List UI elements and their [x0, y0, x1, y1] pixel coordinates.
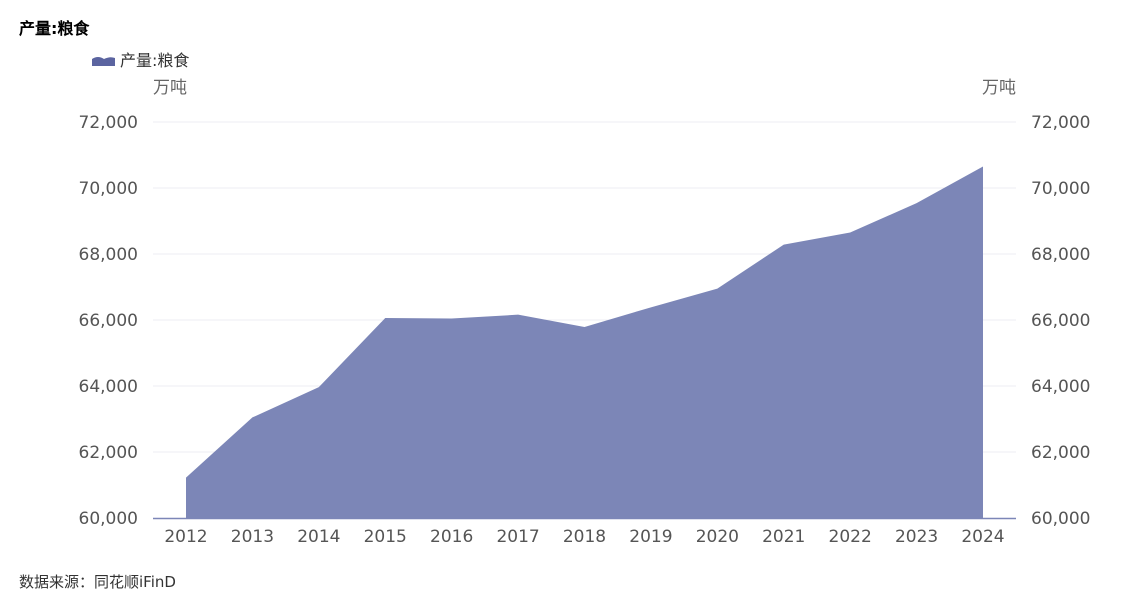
chart-title: 产量:粮食	[19, 19, 90, 38]
y-tick-label-right: 62,000	[1031, 443, 1090, 463]
y-tick-label-right: 64,000	[1031, 377, 1090, 397]
data-source-note: 数据来源：同花顺iFinD	[19, 573, 176, 591]
y-tick-label-right: 72,000	[1031, 113, 1090, 133]
x-tick-label: 2019	[629, 527, 672, 547]
legend-swatch-icon	[92, 57, 115, 66]
y-tick-label-left: 62,000	[79, 443, 138, 463]
y-tick-label-left: 72,000	[79, 113, 138, 133]
y-tick-label-right: 60,000	[1031, 509, 1090, 529]
x-tick-label: 2020	[696, 527, 739, 547]
y-tick-label-right: 66,000	[1031, 311, 1090, 331]
y-tick-label-left: 60,000	[79, 509, 138, 529]
y-tick-label-left: 70,000	[79, 179, 138, 199]
legend[interactable]: 产量:粮食	[92, 51, 189, 70]
y-tick-label-left: 68,000	[79, 245, 138, 265]
y-tick-label-left: 64,000	[79, 377, 138, 397]
y-axis-left-unit: 万吨	[153, 78, 187, 98]
x-tick-label: 2021	[762, 527, 805, 547]
y-tick-label-right: 68,000	[1031, 245, 1090, 265]
x-tick-label: 2024	[961, 527, 1004, 547]
y-axis-right-unit: 万吨	[982, 78, 1016, 98]
x-tick-label: 2012	[164, 527, 207, 547]
x-tick-label: 2017	[496, 527, 539, 547]
y-axis-right: 60,000 62,000 64,000 66,000 68,000 70,000 72,0…	[1031, 113, 1090, 529]
x-tick-label: 2023	[895, 527, 938, 547]
y-axis-left: 60,000 62,000 64,000 66,000 68,000 70,000 72,0…	[79, 113, 138, 529]
x-tick-label: 2016	[430, 527, 473, 547]
y-tick-label-right: 70,000	[1031, 179, 1090, 199]
legend-label: 产量:粮食	[120, 51, 189, 70]
x-tick-label: 2022	[829, 527, 872, 547]
y-tick-label-left: 66,000	[79, 311, 138, 331]
x-tick-label: 2018	[563, 527, 606, 547]
x-tick-label: 2013	[231, 527, 274, 547]
series-area-grain-output	[186, 166, 983, 519]
x-tick-label: 2014	[297, 527, 340, 547]
x-tick-label: 2015	[364, 527, 407, 547]
x-axis-ticks: 2012 2013 2014 2015 2016 2017 2018 2019 2020 2021…	[164, 527, 1004, 547]
